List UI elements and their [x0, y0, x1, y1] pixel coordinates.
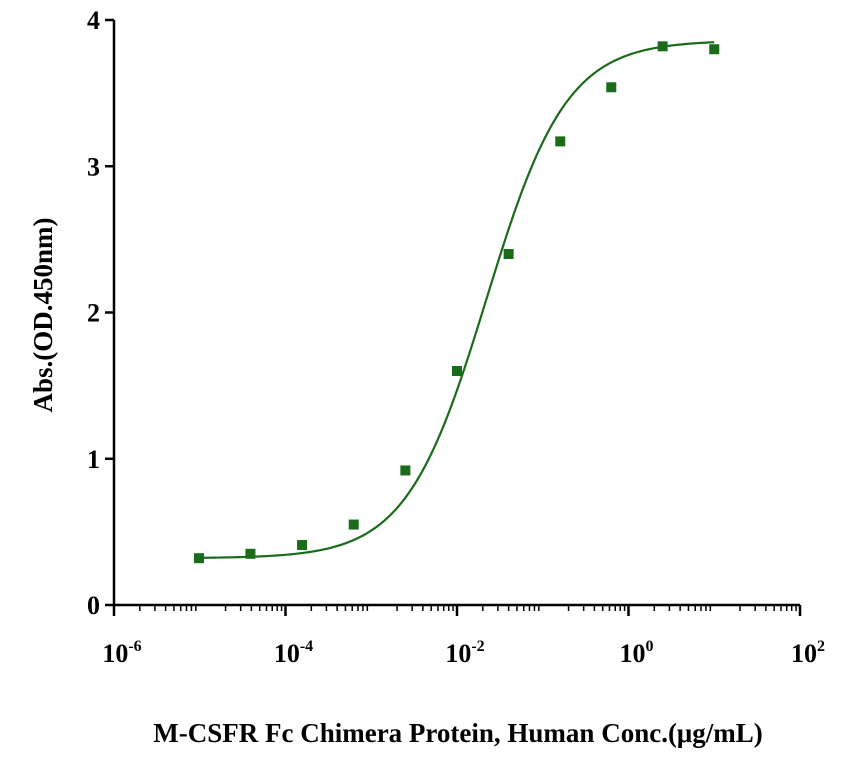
y-axis-title: Abs.(OD.450nm): [28, 217, 58, 412]
x-tick-label: 10-2: [445, 638, 484, 668]
data-point: [348, 519, 359, 530]
points-layer: [193, 41, 720, 564]
data-point: [657, 41, 668, 52]
data-point: [709, 44, 720, 55]
data-point: [503, 249, 514, 259]
x-tick-label: 100: [620, 638, 654, 668]
x-tick-label: 10-4: [274, 638, 313, 668]
axes: 0 1 2 3 4 10-6 10-4 10-2 100 102: [87, 6, 825, 668]
fit-curve: [198, 41, 715, 559]
y-tick-label: 1: [87, 445, 100, 474]
data-point: [297, 540, 308, 551]
data-point: [245, 548, 256, 559]
data-point: [555, 136, 566, 147]
y-tick-label: 3: [87, 152, 100, 181]
y-tick-label: 4: [87, 6, 100, 35]
x-tick-label: 102: [791, 638, 825, 668]
data-point: [400, 465, 411, 476]
x-tick-label: 10-6: [102, 638, 141, 668]
y-tick-label: 0: [87, 591, 100, 620]
data-point: [606, 82, 617, 93]
data-point: [452, 366, 462, 376]
fit-layer: [198, 41, 715, 559]
data-point: [193, 553, 204, 564]
y-tick-label: 2: [87, 299, 100, 328]
x-axis-title: M-CSFR Fc Chimera Protein, Human Conc.(μ…: [153, 718, 762, 748]
